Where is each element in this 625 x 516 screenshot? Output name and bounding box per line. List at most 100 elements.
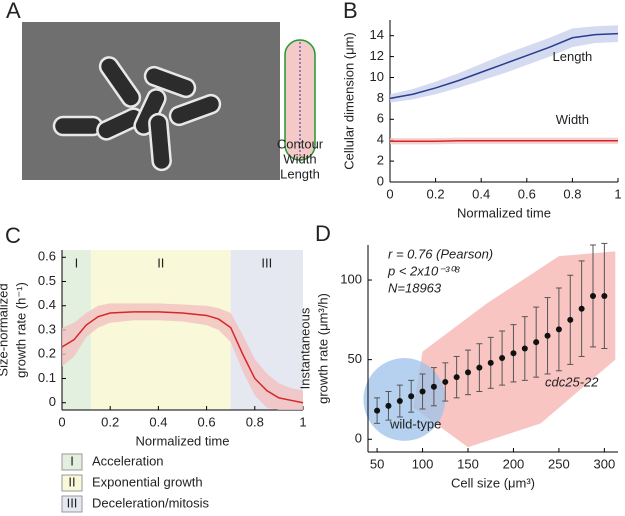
mean-point — [396, 398, 403, 405]
series-label: Width — [556, 112, 589, 127]
cloud-label: cdc25-22 — [545, 374, 599, 389]
phase-label: III — [261, 255, 272, 270]
y-tick-label: 4 — [377, 132, 384, 147]
x-tick-label: 0.4 — [149, 414, 167, 429]
y-tick-label: 0.6 — [38, 249, 56, 264]
legend-swatch — [61, 474, 83, 492]
mean-point — [442, 378, 449, 385]
y-tick-label: 0.4 — [38, 297, 56, 312]
mean-point — [499, 355, 506, 362]
y-tick-label: 0.5 — [38, 273, 56, 288]
x-tick-label: 0 — [58, 414, 65, 429]
y-axis-label: Size-normalized — [0, 283, 10, 376]
annotation: p < 2x10⁻³⁰⁸ — [387, 263, 461, 278]
x-axis-label: Normalized time — [136, 433, 230, 448]
series-line — [389, 32, 619, 100]
x-tick-label: 0.4 — [472, 186, 490, 201]
point-cloud — [363, 358, 446, 441]
panel-label: A — [6, 0, 21, 23]
panel-label: B — [343, 0, 358, 23]
cloud-label: wild-type — [389, 416, 441, 431]
y-tick-label: 0.3 — [38, 321, 56, 336]
cell-label: Length — [280, 166, 320, 181]
mean-point — [567, 316, 574, 323]
mean-point — [385, 402, 392, 409]
phase-label: II — [157, 255, 164, 270]
legend-swatch — [61, 495, 83, 513]
phase-region — [90, 250, 231, 410]
x-tick-label: 0.8 — [563, 186, 581, 201]
y-tick-label: 0 — [355, 431, 362, 446]
legend-symbol: II — [68, 474, 75, 489]
x-tick-label: 250 — [548, 456, 570, 471]
mean-point — [510, 350, 517, 357]
series-line — [390, 139, 618, 142]
cell-schematic — [284, 39, 316, 161]
phase-label: I — [75, 255, 79, 270]
y-axis-label: Cellular dimension (μm) — [341, 32, 356, 170]
mean-point — [578, 305, 585, 312]
mean-point — [487, 359, 494, 366]
point-cloud — [413, 251, 616, 448]
annotation: N=18963 — [388, 280, 442, 295]
cell-label: Width — [283, 151, 316, 166]
y-tick-label: 0 — [49, 394, 56, 409]
mean-point — [590, 292, 596, 299]
y-axis-label: growth rate (h⁻¹) — [13, 282, 28, 378]
y-tick-label: 8 — [377, 90, 384, 105]
y-tick-label: 0.2 — [38, 346, 56, 361]
mean-point — [453, 374, 460, 381]
series-line — [61, 311, 304, 404]
mean-point — [465, 369, 471, 376]
x-tick-label: 0.8 — [246, 414, 264, 429]
y-tick-label: 100 — [340, 271, 362, 286]
x-tick-label: 0.2 — [427, 186, 445, 201]
error-band — [62, 303, 303, 410]
y-tick-label: 14 — [370, 27, 384, 42]
cells — [52, 56, 222, 172]
mean-point — [555, 326, 562, 333]
annotation: r = 0.76 (Pearson) — [388, 246, 493, 261]
legend-swatch — [61, 453, 83, 471]
x-tick-label: 0.2 — [101, 414, 119, 429]
mean-point — [476, 364, 483, 371]
legend-symbol: I — [70, 453, 74, 468]
mean-point — [544, 332, 551, 339]
y-tick-label: 50 — [348, 351, 362, 366]
y-axis-label: growth rate (μm³/h) — [315, 293, 330, 404]
x-tick-label: 0.6 — [198, 414, 216, 429]
x-axis-label: Cell size (μm³) — [451, 475, 535, 490]
x-tick-label: 0 — [386, 186, 393, 201]
legend-label: Acceleration — [92, 453, 164, 468]
x-tick-label: 300 — [594, 456, 616, 471]
mean-point — [601, 292, 608, 299]
x-axis-label: Normalized time — [457, 205, 551, 220]
x-tick-label: 100 — [412, 456, 434, 471]
y-tick-label: 12 — [370, 48, 384, 63]
panel-label: C — [5, 223, 21, 248]
y-axis-label: Instantaneous — [297, 307, 312, 389]
cell-label: Contour — [277, 136, 324, 151]
mean-point — [374, 407, 381, 414]
x-tick-label: 150 — [457, 456, 479, 471]
x-tick-label: 1 — [299, 414, 306, 429]
x-tick-label: 50 — [370, 456, 384, 471]
series-label: Length — [553, 49, 593, 64]
y-tick-label: 10 — [370, 69, 384, 84]
y-tick-label: 0 — [377, 173, 384, 188]
x-tick-label: 1 — [614, 186, 621, 201]
x-tick-label: 0.6 — [518, 186, 536, 201]
mean-point — [430, 383, 437, 390]
mean-point — [419, 388, 426, 395]
mean-point — [408, 393, 415, 400]
legend-label: Deceleration/mitosis — [92, 495, 210, 510]
legend-symbol: III — [67, 495, 78, 510]
legend-label: Exponential growth — [92, 474, 203, 489]
mean-point — [521, 345, 528, 352]
y-tick-label: 2 — [377, 153, 384, 168]
y-tick-label: 6 — [377, 111, 384, 126]
x-tick-label: 200 — [503, 456, 525, 471]
mean-point — [533, 339, 540, 346]
panel-label: D — [315, 221, 331, 246]
